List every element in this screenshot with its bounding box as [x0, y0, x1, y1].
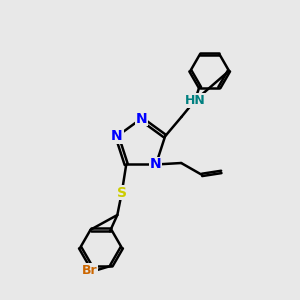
Text: Br: Br: [82, 264, 98, 277]
Text: HN: HN: [184, 94, 205, 107]
Text: N: N: [150, 158, 162, 172]
Text: S: S: [117, 186, 127, 200]
Text: N: N: [111, 129, 123, 143]
Text: N: N: [135, 112, 147, 126]
